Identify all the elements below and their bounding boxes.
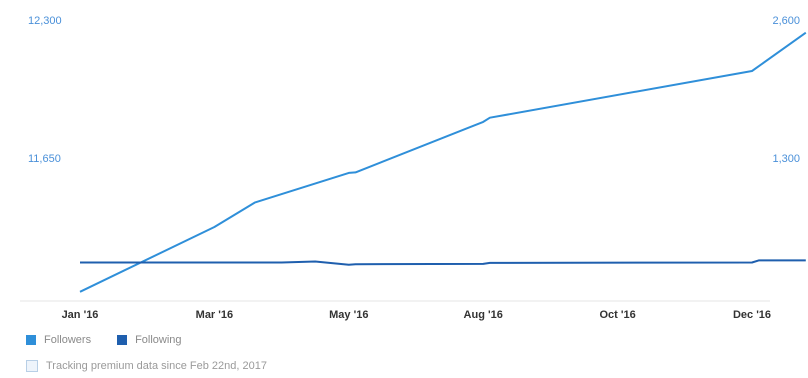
- note-box-icon: [26, 360, 38, 372]
- premium-tracking-note: Tracking premium data since Feb 22nd, 20…: [26, 360, 267, 372]
- legend-swatch-following: [117, 335, 128, 345]
- y-left-tick-label: 11,650: [28, 153, 61, 165]
- series-line-followers[interactable]: [79, 31, 807, 293]
- x-tick-label: Mar '16: [196, 309, 233, 321]
- premium-tracking-text: Tracking premium data since Feb 22nd, 20…: [46, 360, 267, 372]
- series-line-following[interactable]: [80, 259, 806, 266]
- series-group: [79, 31, 807, 293]
- y-left-tick-label: 12,300: [28, 15, 62, 27]
- x-tick-label: Aug '16: [464, 309, 503, 321]
- legend-label-following: Following: [135, 334, 182, 346]
- legend-label-followers: Followers: [44, 334, 92, 346]
- legend-swatch-followers: [26, 335, 36, 345]
- y-left-ticks: 12,300 11,650: [28, 15, 62, 165]
- x-tick-label: Jan '16: [62, 309, 99, 321]
- x-tick-label: May '16: [329, 309, 368, 321]
- legend-item-following[interactable]: Following: [117, 334, 182, 346]
- legend-item-followers[interactable]: Followers: [26, 334, 91, 346]
- legend: Followers Following: [26, 334, 208, 346]
- x-ticks: Jan '16 Mar '16 May '16 Aug '16 Oct '16 Dec '…: [62, 309, 771, 321]
- y-right-ticks: 2,600 1,300: [772, 15, 800, 165]
- y-right-tick-label: 2,600: [772, 15, 800, 27]
- x-tick-label: Oct '16: [599, 309, 635, 321]
- y-right-tick-label: 1,300: [772, 153, 800, 165]
- x-tick-label: Dec '16: [733, 309, 771, 321]
